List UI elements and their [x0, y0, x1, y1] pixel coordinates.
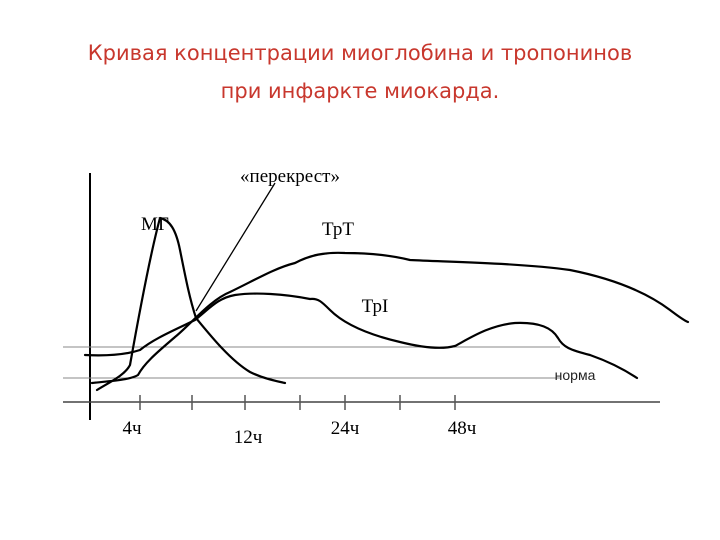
- time-label: 12ч: [234, 427, 263, 448]
- time-label: 24ч: [331, 418, 360, 439]
- title-line: при инфаркте миокарда.: [221, 79, 500, 103]
- crossover-pointer: [195, 182, 276, 312]
- title-line: Кривая концентрации миоглобина и тропони…: [88, 41, 633, 65]
- curve-label: МГ: [141, 214, 169, 235]
- mg-curve: [95, 216, 287, 392]
- tri-curve: [83, 292, 639, 380]
- norm-label: норма: [555, 367, 596, 383]
- time-label: 48ч: [448, 418, 477, 439]
- curve-label: ТрТ: [322, 219, 354, 240]
- trt-curve: [90, 251, 690, 385]
- time-label: 4ч: [122, 418, 142, 439]
- curve-label: ТрI: [362, 296, 389, 317]
- crossover-label: «перекрест»: [240, 166, 340, 187]
- tick-marks: [139, 395, 456, 410]
